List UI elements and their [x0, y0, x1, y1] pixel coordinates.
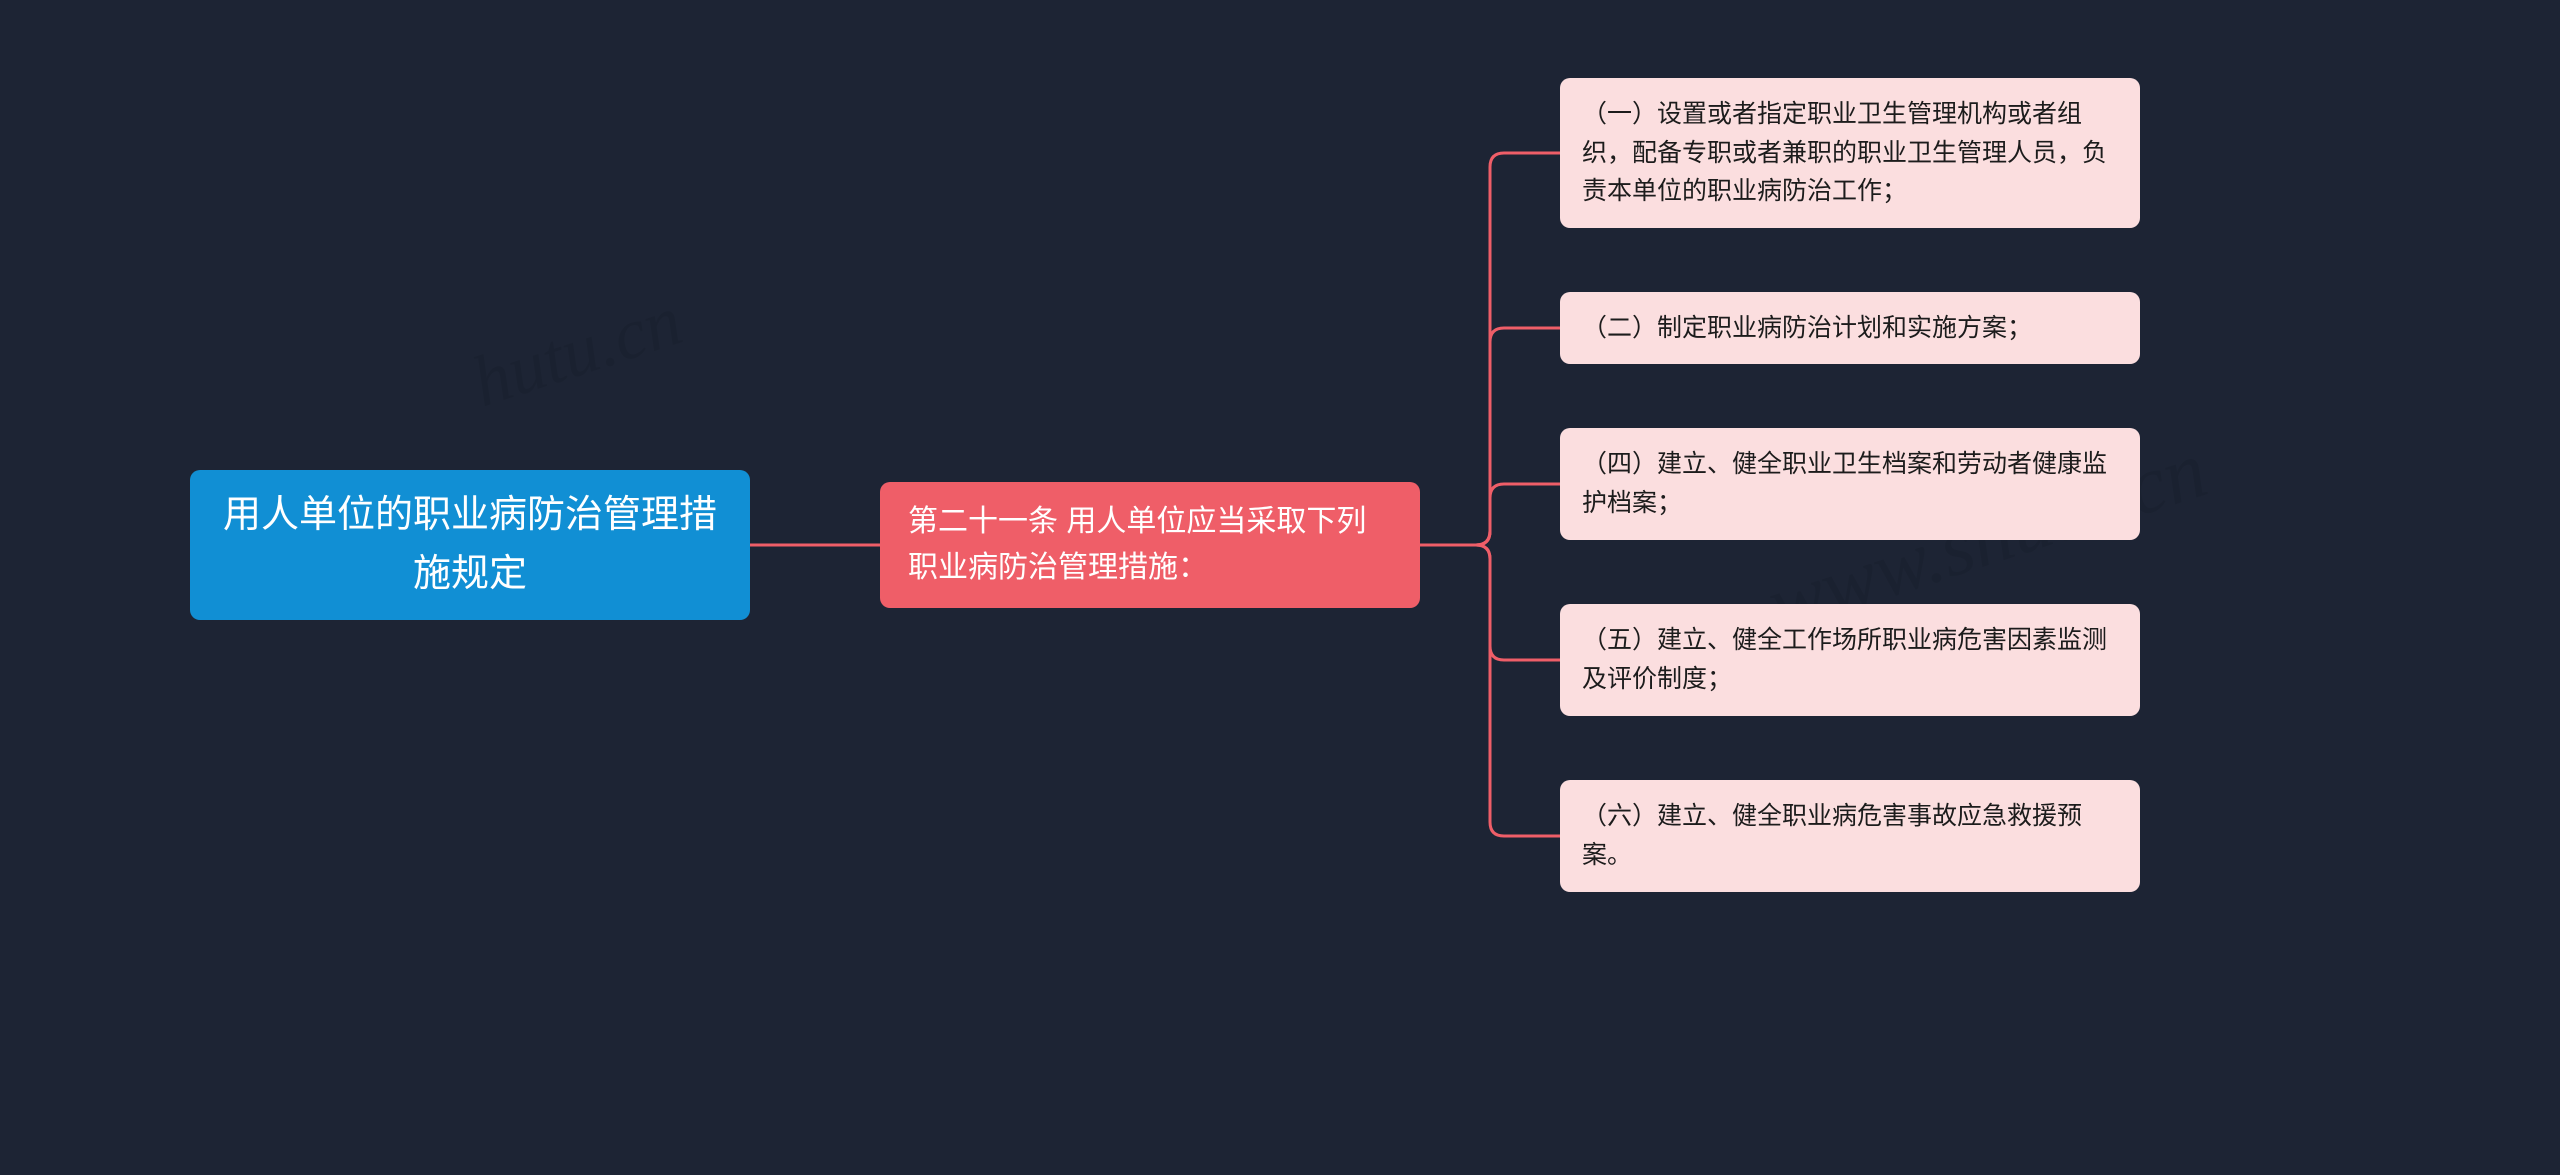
- mindmap-leaf-1: （一）设置或者指定职业卫生管理机构或者组织，配备专职或者兼职的职业卫生管理人员，…: [1560, 78, 2140, 228]
- mindmap-leaf-3-label: （四）建立、健全职业卫生档案和劳动者健康监护档案；: [1582, 445, 2118, 523]
- mindmap-branch-1: 第二十一条 用人单位应当采取下列职业病防治管理措施：: [880, 482, 1420, 608]
- mindmap-leaf-2: （二）制定职业病防治计划和实施方案；: [1560, 292, 2140, 364]
- mindmap-leaf-5: （六）建立、健全职业病危害事故应急救援预案。: [1560, 780, 2140, 892]
- mindmap-leaf-4: （五）建立、健全工作场所职业病危害因素监测及评价制度；: [1560, 604, 2140, 716]
- mindmap-leaf-4-label: （五）建立、健全工作场所职业病危害因素监测及评价制度；: [1582, 621, 2118, 699]
- mindmap-leaf-2-label: （二）制定职业病防治计划和实施方案；: [1582, 309, 2032, 348]
- mindmap-branch-1-label: 第二十一条 用人单位应当采取下列职业病防治管理措施：: [908, 499, 1392, 592]
- mindmap-leaf-3: （四）建立、健全职业卫生档案和劳动者健康监护档案；: [1560, 428, 2140, 540]
- watermark-1: hutu.cn: [462, 279, 691, 424]
- mindmap-root-label: 用人单位的职业病防治管理措施规定: [220, 486, 720, 604]
- mindmap-leaf-5-label: （六）建立、健全职业病危害事故应急救援预案。: [1582, 797, 2118, 875]
- mindmap-leaf-1-label: （一）设置或者指定职业卫生管理机构或者组织，配备专职或者兼职的职业卫生管理人员，…: [1582, 95, 2118, 211]
- mindmap-root: 用人单位的职业病防治管理措施规定: [190, 470, 750, 620]
